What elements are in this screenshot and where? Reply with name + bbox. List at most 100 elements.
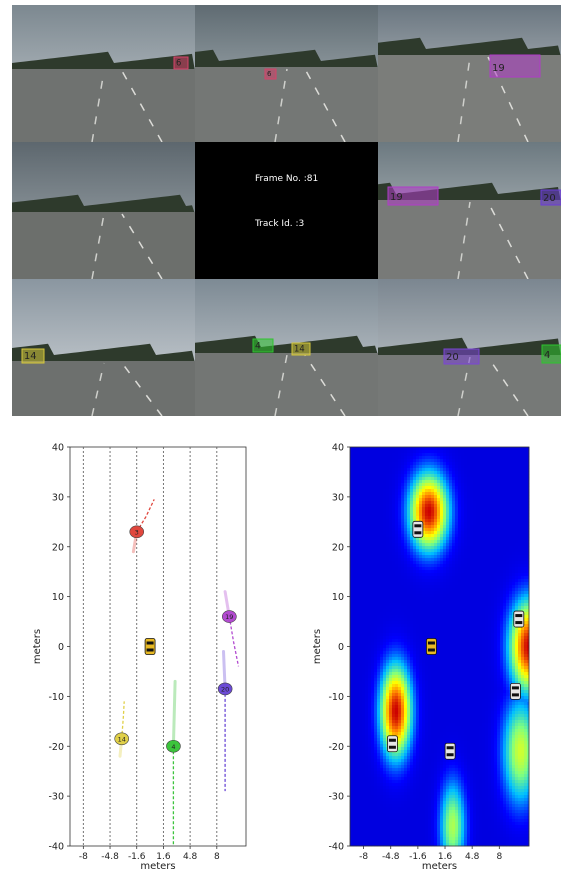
heatmap-cell [452, 519, 456, 523]
heatmap-cell [377, 684, 381, 688]
heatmap-cell [359, 804, 363, 808]
heatmap-cell [410, 780, 414, 784]
heatmap-cell [353, 765, 357, 769]
heatmap-cell [431, 834, 435, 838]
heatmap-cell [449, 615, 453, 619]
heatmap-cell [386, 459, 390, 463]
heatmap-cell [440, 693, 444, 697]
heatmap-cell [380, 669, 384, 673]
heatmap-cell [437, 477, 441, 481]
heatmap-cell [359, 831, 363, 835]
heatmap-cell [392, 681, 396, 685]
heatmap-cell [434, 693, 438, 697]
heatmap-cell [422, 447, 426, 451]
heatmap-cell [374, 813, 378, 817]
heatmap-cell [422, 456, 426, 460]
heatmap-cell [368, 483, 372, 487]
heatmap-cell [395, 756, 399, 760]
heatmap-cell [431, 630, 435, 634]
heatmap-cell [404, 726, 408, 730]
heatmap-cell [455, 774, 459, 778]
heatmap-cell [458, 618, 462, 622]
heatmap-cell [389, 690, 393, 694]
heatmap-cell [440, 474, 444, 478]
heatmap-cell [455, 576, 459, 580]
heatmap-cell [359, 480, 363, 484]
heatmap-cell [419, 576, 423, 580]
camera-view-right: 19 20 [378, 142, 561, 279]
heatmap-cell [404, 729, 408, 733]
heatmap-cell [419, 594, 423, 598]
heatmap-cell [383, 729, 387, 733]
heatmap-cell [359, 738, 363, 742]
heatmap-cell [446, 768, 450, 772]
heatmap-cell [359, 549, 363, 553]
heatmap-cell [416, 684, 420, 688]
heatmap-cell [407, 567, 411, 571]
heatmap-cell [362, 639, 366, 643]
heatmap-cell [404, 783, 408, 787]
heatmap-cell [371, 744, 375, 748]
heatmap-cell [419, 606, 423, 610]
heatmap-cell [398, 459, 402, 463]
heatmap-cell [413, 507, 417, 511]
heatmap-cell [362, 609, 366, 613]
heatmap-cell [413, 447, 417, 451]
heatmap-cell [413, 780, 417, 784]
heatmap-cell [350, 816, 354, 820]
heatmap-cell [407, 696, 411, 700]
heatmap-cell [395, 705, 399, 709]
heatmap-cell [371, 792, 375, 796]
heatmap-cell [434, 522, 438, 526]
heatmap-cell [431, 684, 435, 688]
heatmap-cell [458, 537, 462, 541]
heatmap-cell [362, 603, 366, 607]
heatmap-cell [446, 651, 450, 655]
heatmap-cell [371, 588, 375, 592]
heatmap-cell [431, 792, 435, 796]
heatmap-cell [422, 636, 426, 640]
heatmap-cell [380, 642, 384, 646]
heatmap-cell [368, 822, 372, 826]
heatmap-cell [440, 501, 444, 505]
heatmap-cell [389, 681, 393, 685]
heatmap-cell [410, 702, 414, 706]
heatmap-cell [353, 615, 357, 619]
heatmap-cell [365, 567, 369, 571]
heatmap-cell [431, 780, 435, 784]
heatmap-cell [359, 789, 363, 793]
heatmap-cell [446, 708, 450, 712]
heatmap-cell [431, 513, 435, 517]
heatmap-cell [413, 561, 417, 565]
heatmap-cell [431, 522, 435, 526]
heatmap-cell [431, 459, 435, 463]
heatmap-cell [350, 615, 354, 619]
heatmap-cell [380, 744, 384, 748]
heatmap-cell [428, 582, 432, 586]
heatmap-cell [437, 561, 441, 565]
heatmap-cell [425, 456, 429, 460]
heatmap-cell [449, 723, 453, 727]
heatmap-cell [452, 768, 456, 772]
tree-line [378, 337, 561, 357]
heatmap-cell [401, 690, 405, 694]
heatmap-cell [371, 762, 375, 766]
heatmap-cell [449, 495, 453, 499]
heatmap-cell [452, 558, 456, 562]
heatmap-cell [356, 534, 360, 538]
heatmap-cell [359, 843, 363, 847]
heatmap-cell [425, 447, 429, 451]
heatmap-cell [386, 720, 390, 724]
heatmap-cell [398, 762, 402, 766]
heatmap-cell [410, 774, 414, 778]
heatmap-cell [380, 555, 384, 559]
heatmap-cell [410, 450, 414, 454]
heatmap-cell [443, 468, 447, 472]
heatmap-cell [362, 828, 366, 832]
heatmap-cell [374, 792, 378, 796]
heatmap-cell [440, 840, 444, 844]
heatmap-cell [443, 714, 447, 718]
heatmap-cell [419, 696, 423, 700]
heatmap-cell [398, 822, 402, 826]
heatmap-cell [395, 642, 399, 646]
